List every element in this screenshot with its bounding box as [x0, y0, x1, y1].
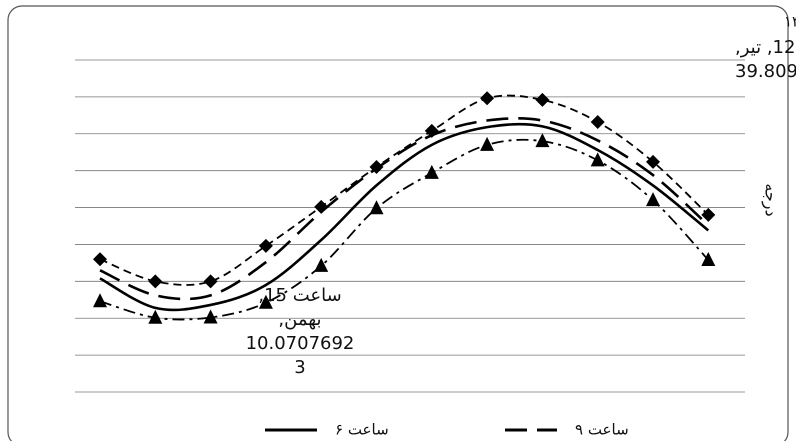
series-line	[99, 117, 710, 301]
data-annotation: ساعت 15,	[258, 285, 341, 306]
data-annotation: ساعت 12, تیر,	[735, 37, 796, 58]
data-point	[535, 133, 550, 148]
data-annotation: بهمن,	[278, 309, 321, 330]
data-point	[590, 152, 605, 167]
data-point	[314, 199, 329, 214]
data-point	[646, 192, 660, 207]
series-line	[99, 138, 709, 321]
data-point	[314, 257, 329, 272]
legend-label: ساعت ۶	[335, 421, 389, 439]
data-point	[480, 136, 495, 151]
data-point	[258, 238, 273, 253]
data-annotation: 10.0707692	[246, 333, 355, 354]
data-annotation: 39.809319	[735, 61, 796, 82]
data-point	[535, 92, 550, 107]
data-point	[258, 294, 273, 309]
data-point	[148, 309, 163, 324]
data-annotation: 3	[294, 357, 305, 378]
series-line	[99, 122, 710, 312]
chart-title: میانگین تغییرات شاخص دمای مؤثر استاندارد…	[784, 13, 796, 31]
data-point	[701, 251, 716, 266]
data-point	[480, 91, 495, 106]
data-point	[424, 123, 439, 138]
data-point	[93, 293, 107, 308]
data-point	[93, 252, 107, 267]
legend-label: ساعت ۹	[575, 421, 629, 439]
data-point	[203, 309, 218, 324]
data-point	[203, 274, 218, 289]
chart-frame	[7, 5, 789, 441]
data-point	[701, 207, 716, 222]
data-point	[424, 164, 439, 179]
data-point	[148, 274, 163, 289]
series-line	[99, 94, 709, 286]
data-point	[646, 154, 660, 169]
data-point	[590, 114, 605, 129]
y-axis-label: درجه	[761, 183, 781, 216]
data-point	[369, 159, 384, 174]
data-point	[369, 200, 384, 215]
